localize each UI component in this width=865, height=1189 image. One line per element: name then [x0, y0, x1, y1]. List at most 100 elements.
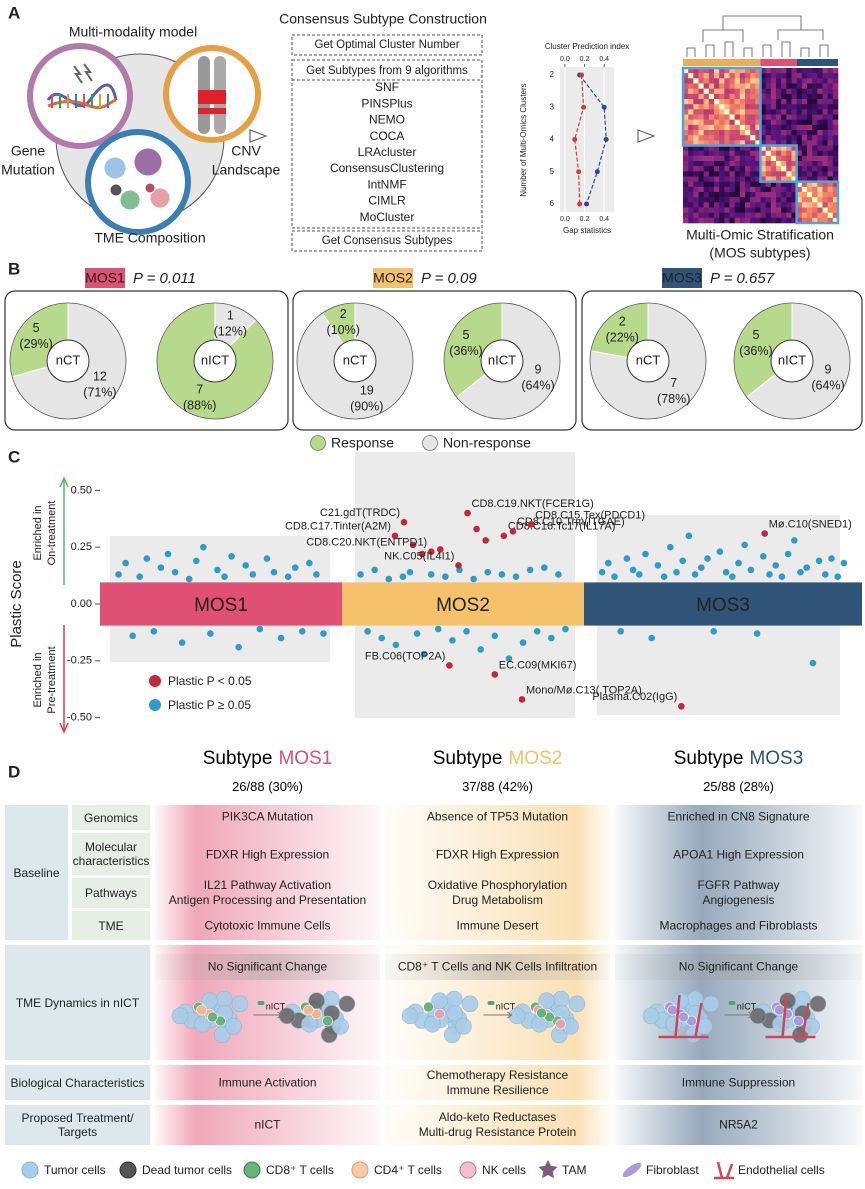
data-point: [284, 573, 292, 581]
heatmap-cell: [817, 212, 823, 219]
series-point: [577, 201, 583, 207]
heatmap-cell: [739, 114, 746, 120]
heatmap-cell: [817, 135, 823, 141]
data-point: [660, 573, 668, 581]
pie-center: [626, 339, 670, 383]
p-value: P = 0.09: [421, 270, 477, 287]
vessel: [658, 994, 709, 1039]
heatmap-cell: [724, 197, 730, 203]
heatmap-cell: [739, 186, 746, 193]
heatmap-cell: [827, 166, 834, 172]
heatmap-cell: [786, 202, 792, 208]
data-point: [772, 562, 779, 569]
heatmap-cell: [745, 135, 751, 141]
heatmap-cell: [745, 88, 751, 95]
heatmap-cell: [693, 150, 699, 157]
heatmap-cell: [822, 140, 828, 146]
heatmap-cell: [776, 181, 782, 188]
heatmap-cell: [739, 217, 746, 224]
heatmap-cell: [791, 124, 797, 131]
heatmap-cell: [796, 119, 803, 126]
heatmap-cell: [750, 114, 756, 120]
heatmap-cell: [739, 212, 746, 219]
series-point: [579, 72, 585, 78]
heatmap-cell: [724, 135, 730, 141]
series-point: [576, 169, 582, 175]
heatmap-cell: [796, 202, 803, 208]
heatmap-cell: [822, 78, 828, 84]
heatmap-cell: [724, 155, 730, 162]
row-header: TME: [98, 918, 124, 933]
heatmap-cell: [770, 186, 777, 193]
heatmap-cell: [755, 161, 761, 167]
cell-line: Enriched in CN8 Signature: [667, 809, 810, 824]
heatmap-cell: [734, 88, 741, 95]
heatmap-cell: [801, 109, 808, 115]
point-label: CD8.C17.Tinter(A2M): [285, 521, 391, 533]
heatmap-cell: [760, 176, 766, 182]
data-point: [463, 627, 470, 635]
heatmap-cell: [822, 99, 828, 105]
heatmap-cell: [693, 88, 699, 95]
heatmap-cell: [760, 161, 766, 167]
pie-count-label: 19: [360, 384, 374, 398]
treatment-arrow: [483, 1011, 513, 1019]
heatmap-cell: [755, 124, 761, 131]
heatmap-cell: [734, 104, 741, 110]
heatmap-cell: [739, 155, 746, 162]
heatmap-cell: [724, 93, 730, 100]
heatmap-cell: [827, 171, 834, 177]
heatmap-cell: [781, 130, 787, 136]
heatmap-cell: [796, 104, 803, 110]
cluster-bar: [796, 59, 838, 66]
heatmap-cell: [791, 109, 797, 115]
heatmap-cell: [688, 145, 694, 151]
x2-tick-label: 0.4: [599, 56, 609, 63]
model-title: Multi-modality model: [69, 24, 197, 40]
x2-tick-label: 0.0: [560, 56, 570, 63]
heatmap-cell: [760, 212, 766, 219]
heatmap-cell: [708, 130, 715, 136]
heatmap-cell: [750, 78, 756, 84]
heatmap-cell: [724, 207, 730, 213]
heatmap-cell: [708, 192, 715, 198]
data-point: [470, 575, 477, 583]
data-point: [263, 555, 271, 562]
heatmap-cell: [750, 104, 756, 110]
heatmap-cell: [734, 145, 741, 151]
heatmap-cell: [703, 166, 710, 172]
column-header: Subtype MOS2: [385, 748, 610, 770]
heatmap-cell: [827, 109, 834, 115]
heatmap-cell: [693, 130, 699, 136]
heatmap-cell: [760, 88, 766, 95]
subtype-name: MOS1: [278, 748, 333, 769]
heatmap-cell: [765, 186, 772, 193]
heatmap-cell: [812, 93, 818, 100]
heatmap-cell: [781, 186, 787, 193]
heatmap-cell: [796, 88, 803, 95]
heatmap-cell: [776, 155, 782, 162]
heatmap-cell: [698, 104, 704, 110]
heatmap-cell: [693, 109, 699, 115]
cell-text: FDXR High Expression: [206, 848, 329, 863]
data-point: [760, 552, 767, 560]
data-point: [617, 627, 624, 635]
data-point: [828, 555, 835, 562]
pie-percent-label: (64%): [521, 379, 554, 393]
heatmap-cell: [688, 181, 694, 188]
heatmap-cell: [693, 186, 699, 193]
immune-cell: [678, 1011, 689, 1023]
cell-line: APOA1 High Expression: [673, 847, 804, 862]
pie-count-label: 2: [619, 315, 626, 329]
row-header: Baseline: [13, 865, 60, 880]
dynamics-band: [385, 954, 610, 980]
step-label: Get Consensus Subtypes: [322, 235, 453, 247]
heatmap-cell: [776, 207, 782, 213]
step-box: [291, 230, 483, 252]
heatmap-cell: [739, 135, 746, 141]
cell-text: Macrophages and Fibroblasts: [659, 919, 817, 934]
heatmap-cell: [739, 130, 746, 136]
pie-outline: [156, 302, 274, 420]
heatmap-cell: [832, 145, 839, 151]
heatmap-cell: [739, 197, 746, 203]
